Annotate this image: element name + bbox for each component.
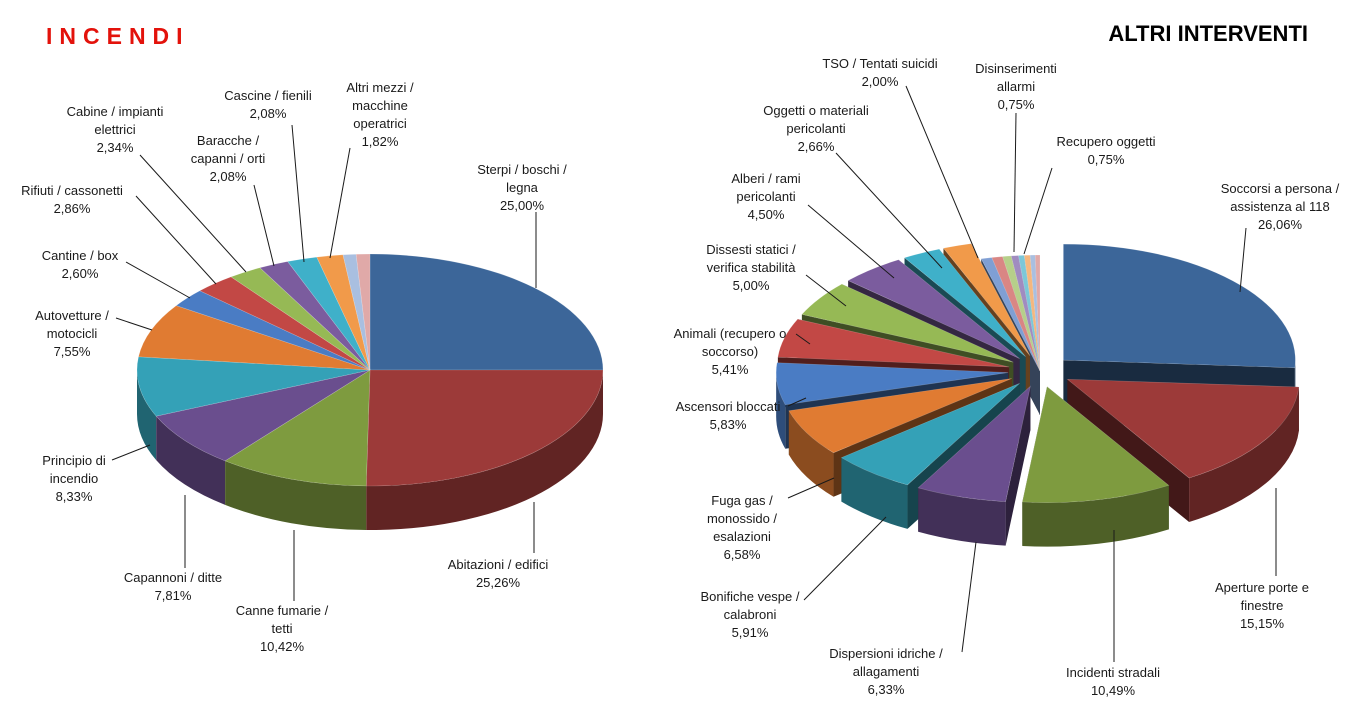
slice-label-dissesti-statici-verifica-stabilit: Dissesti statici / verifica stabilità 5,00… bbox=[706, 242, 796, 293]
pie-slice-side-incidenti-stradali bbox=[1022, 485, 1169, 547]
pie-slice-principio-di-incendio bbox=[136, 356, 371, 417]
slice-label-recupero-oggetti: Recupero oggetti 0,75% bbox=[1056, 134, 1155, 167]
slice-label-fuga-gas-monossido-esalazioni: Fuga gas / monossido / esalazioni 6,58% bbox=[707, 493, 777, 562]
leader-line-cascine-fienili bbox=[291, 124, 305, 263]
pie-slice-side-aperture-porte-e-finestre bbox=[1189, 386, 1299, 523]
leader-line-dissesti-statici-verifica-stabilit bbox=[805, 274, 847, 307]
pie-slice-fuga-gas-monossido-esalazioni bbox=[788, 378, 1012, 454]
leader-line-bonifiche-vespe-calabroni bbox=[803, 516, 887, 601]
pie-slice-cabine-impianti-elettrici bbox=[230, 267, 371, 371]
pie-slice-soccorsi-a-persona-assistenza-al-118 bbox=[1063, 243, 1296, 369]
slice-label-autovetture-motocicli: Autovetture / motocicli 7,55% bbox=[35, 308, 109, 359]
pie-slice-side-ascensori-bloccati bbox=[776, 372, 786, 449]
pie-slice-aperture-porte-e-finestre bbox=[1066, 378, 1300, 479]
pie-slice-minor-12 bbox=[342, 253, 371, 371]
slice-label-incidenti-stradali: Incidenti stradali 10,49% bbox=[1066, 665, 1160, 698]
slice-label-tso-tentati-suicidi: TSO / Tentati suicidi 2,00% bbox=[822, 56, 937, 89]
pie-slice-dispersioni-idriche-allagamenti bbox=[917, 385, 1031, 502]
pie-slice-incidenti-stradali bbox=[1021, 386, 1170, 503]
leader-line-rifiuti-cassonetti bbox=[135, 195, 217, 285]
slice-label-alberi-rami-pericolanti: Alberi / rami pericolanti 4,50% bbox=[731, 171, 800, 222]
pie-slice-minor-16 bbox=[1018, 254, 1041, 372]
leader-line-disinserimenti-allarmi bbox=[1013, 112, 1017, 253]
slice-label-cabine-impianti-elettrici: Cabine / impianti elettrici 2,34% bbox=[67, 104, 164, 155]
leader-line-recupero-oggetti bbox=[1023, 167, 1053, 255]
leader-line-ascensori-bloccati bbox=[787, 397, 807, 407]
pie-chart-altri-interventi: Soccorsi a persona / assistenza al 118 26,… bbox=[674, 56, 1340, 698]
slice-label-soccorsi-a-persona-assistenza-al-118: Soccorsi a persona / assistenza al 118 26,… bbox=[1221, 181, 1340, 232]
slice-label-abitazioni-edifici: Abitazioni / edifici 25,26% bbox=[448, 557, 549, 590]
pie-slice-ascensori-bloccati bbox=[775, 362, 1009, 406]
leader-line-principio-di-incendio bbox=[111, 444, 151, 461]
pie-slice-alberi-rami-pericolanti bbox=[847, 259, 1020, 359]
slice-label-principio-di-incendio: Principio di incendio 8,33% bbox=[42, 453, 106, 504]
pie-slice-bonifiche-vespe-calabroni bbox=[840, 383, 1020, 486]
pie-slice-canne-fumarie-tetti bbox=[224, 369, 371, 487]
pie-slice-minor-17 bbox=[1023, 254, 1041, 372]
leader-line-alberi-rami-pericolanti bbox=[807, 204, 895, 279]
chart-title-incendi: INCENDI bbox=[46, 23, 190, 49]
leader-line-dispersioni-idriche-allagamenti bbox=[961, 541, 977, 653]
leader-line-fuga-gas-monossido-esalazioni bbox=[787, 477, 835, 499]
pie-slice-cascine-fienili bbox=[287, 256, 371, 371]
pie-slice-minor-15 bbox=[1010, 255, 1041, 372]
slice-label-aperture-porte-e-finestre: Aperture porte e finestre 15,15% bbox=[1215, 580, 1309, 631]
pie-slice-rifiuti-cassonetti bbox=[199, 276, 371, 371]
slice-label-ascensori-bloccati: Ascensori bloccati 5,83% bbox=[676, 399, 781, 432]
pie-slice-disinserimenti-allarmi bbox=[980, 257, 1041, 372]
leader-line-cabine-impianti-elettrici bbox=[139, 154, 247, 273]
slice-label-bonifiche-vespe-calabroni: Bonifiche vespe / calabroni 5,91% bbox=[700, 589, 799, 640]
leader-line-autovetture-motocicli bbox=[115, 317, 153, 331]
leader-line-tso-tentati-suicidi bbox=[905, 85, 979, 259]
leader-line-altri-mezzi-macchine-operatrici bbox=[329, 147, 351, 259]
slice-label-baracche-capanni-orti: Baracche / capanni / orti 2,08% bbox=[191, 133, 266, 184]
pie-slice-altri-mezzi-macchine-operatrici bbox=[316, 254, 371, 371]
slice-label-oggetti-o-materiali-pericolanti: Oggetti o materiali pericolanti 2,66% bbox=[763, 103, 869, 154]
pie-slice-abitazioni-edifici bbox=[365, 369, 604, 487]
slice-label-dispersioni-idriche-allagamenti: Dispersioni idriche / allagamenti 6,33% bbox=[829, 646, 943, 697]
pie-slice-minor-18 bbox=[1029, 254, 1041, 372]
slice-label-animali-recupero-o-soccorso: Animali (recupero o soccorso) 5,41% bbox=[674, 326, 787, 377]
pie-slice-side-canne-fumarie-tetti bbox=[225, 460, 367, 530]
pie-slice-side-bonifiche-vespe-calabroni bbox=[841, 457, 908, 529]
leader-line-cantine-box bbox=[125, 261, 191, 299]
pie-slice-tso-tentati-suicidi bbox=[942, 243, 1031, 356]
slice-label-rifiuti-cassonetti: Rifiuti / cassonetti 2,86% bbox=[21, 183, 123, 216]
slice-label-capannoni-ditte: Capannoni / ditte 7,81% bbox=[124, 570, 222, 603]
slice-label-canne-fumarie-tetti: Canne fumarie / tetti 10,42% bbox=[236, 603, 329, 654]
pie-slice-animali-recupero-o-soccorso bbox=[777, 318, 1010, 368]
pie-slice-side-principio-di-incendio bbox=[137, 370, 157, 461]
slice-label-altri-mezzi-macchine-operatrici: Altri mezzi / macchine operatrici 1,82% bbox=[346, 80, 414, 149]
pie-chart-incendi: Sterpi / boschi / legna 25,00% Abitazioni /… bbox=[21, 80, 604, 654]
pie-slice-minor-13 bbox=[355, 253, 371, 371]
slice-label-disinserimenti-allarmi: Disinserimenti allarmi 0,75% bbox=[975, 61, 1057, 112]
slice-label-cantine-box: Cantine / box 2,60% bbox=[42, 248, 119, 281]
chart-title-altri-interventi: ALTRI INTERVENTI bbox=[1108, 21, 1308, 46]
pie-slice-side-fuga-gas-monossido-esalazioni bbox=[788, 410, 834, 497]
pie-slice-side-capannoni-ditte bbox=[156, 416, 226, 505]
leader-line-baracche-capanni-orti bbox=[253, 184, 275, 267]
leader-line-animali-recupero-o-soccorso bbox=[795, 333, 811, 345]
pie-slice-minor-14 bbox=[1002, 255, 1041, 372]
pie-slice-side-dispersioni-idriche-allagamenti bbox=[918, 487, 1006, 546]
pie-slice-dissesti-statici-verifica-stabilit bbox=[801, 283, 1014, 363]
pie-slice-oggetti-o-materiali-pericolanti bbox=[903, 248, 1026, 357]
leader-line-soccorsi-a-persona-assistenza-al-118 bbox=[1239, 227, 1247, 293]
slice-label-cascine-fienili: Cascine / fienili 2,08% bbox=[224, 88, 312, 121]
pie-slice-minor-19 bbox=[1034, 254, 1041, 372]
slice-label-sterpi-boschi-legna: Sterpi / boschi / legna 25,00% bbox=[477, 162, 567, 213]
pie-slice-cantine-box bbox=[175, 290, 371, 371]
leader-line-oggetti-o-materiali-pericolanti bbox=[835, 152, 943, 269]
pie-slice-sterpi-boschi-legna bbox=[369, 253, 604, 371]
pie-slice-side-abitazioni-edifici bbox=[366, 370, 603, 530]
pie-slice-capannoni-ditte bbox=[155, 369, 371, 462]
